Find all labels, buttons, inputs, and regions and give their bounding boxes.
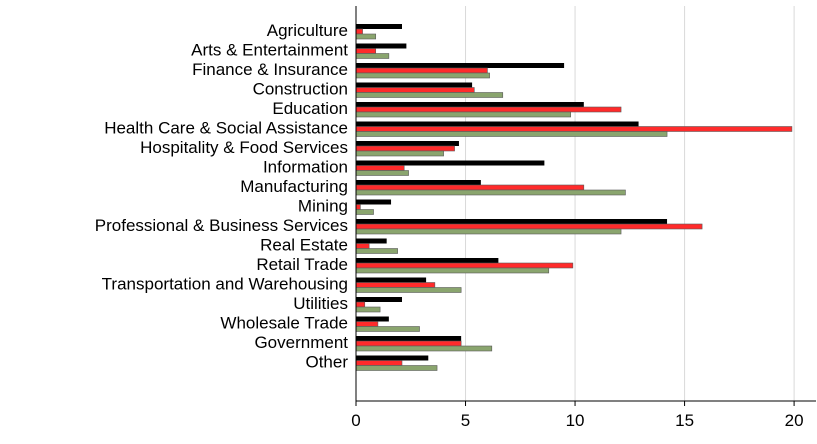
bar-6-series-0 [356, 141, 459, 146]
bar-14-series-2 [355, 306, 381, 313]
bar-0-series-2 [355, 33, 377, 40]
category-label-6: Hospitality & Food Services [140, 138, 348, 157]
bar-2-series-1 [355, 67, 488, 74]
category-label-10: Professional & Business Services [95, 216, 348, 235]
bar-7-series-2 [355, 170, 409, 176]
category-label-3: Construction [253, 80, 348, 99]
bar-16-series-2 [355, 345, 493, 352]
bar-6-series-2 [355, 150, 444, 157]
category-label-2: Finance & Insurance [192, 60, 348, 79]
bar-13-series-2 [355, 287, 462, 293]
bar-14-series-1 [355, 301, 366, 308]
category-label-9: Mining [298, 197, 348, 216]
bar-9-series-2 [355, 209, 374, 215]
bar-12-series-0 [356, 258, 499, 263]
category-label-0: Agriculture [267, 21, 348, 40]
bar-11-series-1 [355, 243, 370, 249]
bar-3-series-0 [356, 82, 473, 88]
bar-17-series-0 [356, 355, 429, 361]
bar-8-series-2 [355, 189, 626, 196]
bar-17-series-1 [355, 360, 403, 366]
bar-10-series-0 [356, 219, 668, 224]
category-label-13: Transportation and Warehousing [102, 275, 348, 294]
bar-8-series-0 [356, 180, 481, 185]
bar-13-series-0 [356, 277, 427, 283]
category-label-16: Government [254, 333, 348, 352]
bar-5-series-1 [355, 126, 793, 132]
bar-12-series-1 [355, 262, 574, 269]
category-label-12: Retail Trade [256, 255, 348, 274]
bar-1-series-1 [355, 48, 377, 54]
x-tick-label-4: 20 [785, 411, 804, 430]
category-label-15: Wholesale Trade [220, 314, 348, 333]
bar-9-series-1 [355, 204, 361, 210]
bar-3-series-2 [355, 92, 504, 98]
category-label-4: Education [272, 99, 348, 118]
bar-8-series-1 [355, 184, 585, 191]
bar-9-series-0 [356, 199, 392, 205]
x-tick-label-0: 0 [351, 411, 360, 430]
bar-0-series-0 [356, 24, 402, 29]
bar-16-series-0 [356, 336, 462, 341]
bar-4-series-1 [355, 106, 622, 113]
bar-12-series-2 [355, 267, 550, 274]
bar-11-series-2 [355, 248, 398, 254]
x-tick-label-3: 15 [675, 411, 694, 430]
bars [355, 24, 793, 371]
category-label-11: Real Estate [260, 236, 348, 255]
bar-16-series-1 [355, 340, 462, 347]
bar-10-series-1 [355, 223, 703, 230]
bar-2-series-2 [355, 72, 490, 79]
category-label-14: Utilities [293, 294, 348, 313]
category-label-17: Other [305, 353, 348, 372]
x-tick-label-2: 10 [566, 411, 585, 430]
bar-13-series-1 [355, 282, 436, 288]
bar-5-series-0 [356, 121, 639, 127]
category-label-7: Information [263, 158, 348, 177]
bar-7-series-0 [356, 160, 545, 166]
bar-15-series-0 [356, 316, 389, 322]
bar-10-series-2 [355, 228, 622, 235]
x-tick-labels: 0 5 10 15 20 [351, 401, 804, 430]
gridlines [465, 6, 795, 401]
bar-1-series-0 [356, 43, 407, 49]
bar-4-series-0 [356, 102, 584, 107]
bar-15-series-1 [355, 321, 379, 327]
bar-14-series-0 [356, 297, 402, 302]
category-label-5: Health Care & Social Assistance [104, 119, 348, 138]
bar-1-series-2 [355, 53, 390, 59]
category-label-8: Manufacturing [240, 177, 348, 196]
bar-2-series-0 [356, 63, 565, 68]
bar-11-series-0 [356, 238, 387, 244]
bar-7-series-1 [355, 165, 405, 171]
bar-4-series-2 [355, 111, 571, 118]
x-tick-label-1: 5 [461, 411, 470, 430]
bar-3-series-1 [355, 87, 475, 93]
bar-0-series-1 [355, 28, 363, 35]
bar-5-series-2 [355, 131, 668, 137]
bar-17-series-2 [355, 365, 438, 371]
bar-6-series-1 [355, 145, 455, 152]
bar-15-series-2 [355, 326, 420, 332]
axes [355, 6, 816, 402]
category-label-1: Arts & Entertainment [191, 41, 348, 60]
